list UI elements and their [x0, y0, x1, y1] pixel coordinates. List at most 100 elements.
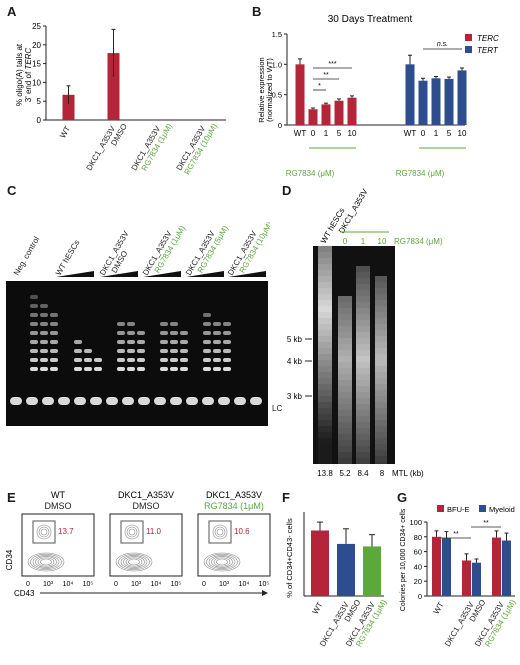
- panel-c-ladder-band: [50, 349, 58, 353]
- panel-d-dose-10: 10: [378, 237, 387, 246]
- panel-c-ladder-band: [203, 349, 211, 353]
- panel-e-xtick: 10⁴: [151, 581, 162, 588]
- panel-c-wedge-5: [228, 271, 266, 277]
- panel-d-smear: [356, 362, 370, 368]
- panel-d-smear: [375, 372, 387, 378]
- panel-e-xtick: 10³: [219, 581, 230, 588]
- panel-c-ladder-band: [30, 331, 38, 335]
- legend-terc-swatch: [465, 34, 472, 41]
- panel-c-ladder-band: [40, 313, 48, 317]
- panel-d-smear: [318, 414, 332, 420]
- panel-d-smear: [318, 312, 332, 318]
- panel-c-ladder-band: [74, 349, 82, 353]
- mtl-label: MTL (kb): [392, 469, 424, 478]
- panel-e-contour: [128, 528, 136, 536]
- panel-d-smear: [356, 344, 370, 350]
- panel-e-xtick: 10³: [131, 581, 142, 588]
- panel-d-smear: [375, 324, 387, 330]
- panel-d-smear: [356, 446, 370, 452]
- panel-e-contour: [118, 553, 150, 571]
- panel-a-bar-1: [62, 94, 75, 120]
- panel-g-y-tick-label: 0: [418, 592, 422, 601]
- panel-d-smear: [338, 308, 352, 314]
- panel-d-smear: [375, 390, 387, 396]
- panel-a-3-xlabel: DKC1_A353VRG7834 (1μM): [130, 117, 175, 176]
- panel-d-smear: [375, 462, 387, 464]
- panel-c-lc-band: [26, 397, 38, 405]
- panel-c-wedge-3: [143, 271, 181, 277]
- panel-f-chart: % of CD34+CD43- cells WTDKC1_A353VDMSODK…: [285, 512, 389, 649]
- panel-d-smear: [318, 372, 332, 378]
- panel-e-contour: [124, 524, 140, 540]
- panel-d-smear: [375, 450, 387, 456]
- panel-a-bar-2: [107, 53, 120, 120]
- panel-label-d: D: [282, 183, 292, 198]
- panel-c-lc-band: [122, 397, 134, 405]
- panel-d-smear: [318, 450, 332, 456]
- panel-d-smear: [318, 246, 332, 252]
- panel-d-smear: [338, 350, 352, 356]
- panel-e-contour: [212, 524, 228, 540]
- panel-c-ladder-band: [40, 340, 48, 344]
- panel-d-smear: [338, 428, 352, 434]
- mtl-value-3: 8.4: [357, 469, 369, 478]
- panel-d-smear: [338, 386, 352, 392]
- panel-c-ladder-band: [84, 349, 92, 353]
- panel-c-ladder-band: [223, 322, 231, 326]
- panel-c-ladder-band: [160, 322, 168, 326]
- panel-c-lc-band: [42, 397, 54, 405]
- panel-d-smear: [356, 434, 370, 440]
- mtl-value-1: 13.8: [317, 469, 333, 478]
- panel-label-g: G: [397, 490, 408, 505]
- panel-e-contour: [40, 528, 48, 536]
- panel-b-xtick-terc-1: WT: [294, 129, 307, 138]
- panel-d-smear: [318, 258, 332, 264]
- panel-label-c: C: [7, 183, 17, 198]
- panel-c-ladder-band: [117, 322, 125, 326]
- panel-b-bar-terc-5: [347, 97, 357, 125]
- panel-c-ladder-band: [160, 367, 168, 371]
- panel-d-smear: [356, 380, 370, 386]
- panel-g-sig-1: **: [453, 531, 459, 538]
- panel-c-ladder-band: [50, 313, 58, 317]
- panel-e-title1-1: WT: [51, 490, 65, 500]
- panel-d-smear: [356, 428, 370, 434]
- panel-c-lane-labels: Neg. control WT hESCs DKC1_A353VDMSO DKC1_A…: [12, 220, 270, 277]
- panel-d-marker-label-3: 5 kb: [287, 335, 303, 344]
- panel-c-ladder-band: [213, 322, 221, 326]
- panel-c-ladder-band: [50, 340, 58, 344]
- panel-d-smear: [375, 402, 387, 408]
- panel-e-gate-value-3: 10.6: [234, 527, 250, 536]
- panel-e-contour: [123, 556, 145, 568]
- panel-d-smear: [338, 392, 352, 398]
- panel-b-legend: TERC TERT: [465, 34, 499, 55]
- panel-b-xtick-tert-2: 0: [421, 129, 426, 138]
- panel-d-smear: [318, 360, 332, 366]
- panel-c-ladder-band: [180, 331, 188, 335]
- panel-d-smear: [375, 336, 387, 342]
- panel-e-plot-frame-2: [109, 513, 183, 577]
- panel-c-ladder-band: [180, 340, 188, 344]
- panel-d-smear: [356, 350, 370, 356]
- panel-c-lc-band: [74, 397, 86, 405]
- panel-b-xtick-tert-5: 10: [458, 129, 467, 138]
- panel-b-bar-terc-3: [321, 104, 331, 125]
- panel-d-smear: [375, 396, 387, 402]
- panel-b-sig-3: *: [318, 83, 321, 90]
- panel-b-xtick-terc-5: 10: [348, 129, 357, 138]
- panel-d-smear: [375, 354, 387, 360]
- panel-d-smear: [356, 332, 370, 338]
- panel-a-ylabel-line1: % oligo(A) tails at: [15, 43, 24, 106]
- panel-c-lc-band: [58, 397, 70, 405]
- panel-c-ladder-band: [40, 331, 48, 335]
- panel-d-smear: [375, 366, 387, 372]
- panel-b-significance: ******n.s.: [313, 41, 462, 91]
- panel-c-lc-label: LC: [272, 404, 283, 413]
- panel-c-ladder-band: [137, 340, 145, 344]
- panel-e-xtick: 10³: [43, 581, 54, 588]
- panel-e-xtick: 10⁵: [171, 581, 182, 588]
- panel-d-smear: [318, 456, 332, 462]
- panel-d-smear: [318, 384, 332, 390]
- panel-c-gel-image: [6, 281, 268, 426]
- panel-c-wedge-1: [56, 271, 94, 277]
